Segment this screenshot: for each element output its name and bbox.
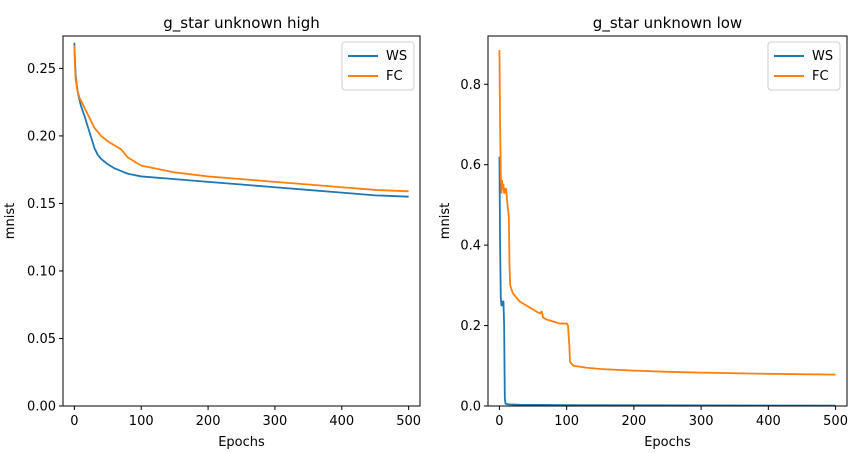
y-tick-label: 0.05 xyxy=(27,332,56,347)
series-lines xyxy=(73,42,409,198)
plot-frame xyxy=(487,35,848,407)
y-tick-label: 0.10 xyxy=(27,264,56,279)
chart-title: g_star unknown high xyxy=(163,14,319,33)
y-tick-label: 0.8 xyxy=(460,78,481,93)
y-tick-label: 0.2 xyxy=(460,319,481,334)
legend-label-fc: FC xyxy=(386,69,403,84)
plot-background xyxy=(63,36,420,406)
x-tick-label: 0 xyxy=(495,414,503,429)
chart-low: g_star unknown low 0 100 200 300 400 500 0.00… xyxy=(438,14,848,450)
legend: WS FC xyxy=(767,41,841,91)
x-axis-label: Epochs xyxy=(218,435,265,450)
series-line-fc xyxy=(498,50,836,376)
series-lines xyxy=(498,50,836,407)
x-tick-label: 300 xyxy=(689,414,714,429)
x-tick-label: 400 xyxy=(329,414,354,429)
plot-area xyxy=(487,35,848,407)
plot-area xyxy=(62,35,421,407)
x-tick-label: 500 xyxy=(823,414,848,429)
y-axis-label: mnist xyxy=(438,203,453,239)
legend-label-fc: FC xyxy=(812,69,829,84)
legend-box xyxy=(341,41,415,91)
legend-label-ws: WS xyxy=(386,49,407,64)
plot-frame xyxy=(62,35,421,407)
x-tick-label: 200 xyxy=(621,414,646,429)
legend-box xyxy=(767,41,841,91)
x-tick-label: 400 xyxy=(756,414,781,429)
chart-high: g_star unknown high 0 100 200 300 400 500 0.0… xyxy=(3,14,421,450)
x-tick-label: 100 xyxy=(554,414,579,429)
series-line-ws xyxy=(498,156,836,407)
series-line-fc xyxy=(73,45,409,193)
y-axis-label: mnist xyxy=(3,203,18,239)
legend: WS FC xyxy=(341,41,415,91)
y-tick-label: 0.20 xyxy=(27,129,56,144)
y-axis-ticks: 0.0 0.2 0.4 0.6 0.8 xyxy=(460,78,488,415)
legend-label-ws: WS xyxy=(812,49,833,64)
plot-background xyxy=(488,36,847,406)
x-tick-label: 500 xyxy=(396,414,421,429)
x-tick-label: 0 xyxy=(70,414,78,429)
x-tick-label: 300 xyxy=(263,414,288,429)
y-tick-label: 0.00 xyxy=(27,400,56,415)
x-axis-ticks: 0 100 200 300 400 500 xyxy=(495,406,848,429)
x-tick-label: 100 xyxy=(129,414,154,429)
x-axis-ticks: 0 100 200 300 400 500 xyxy=(70,406,421,429)
x-axis-label: Epochs xyxy=(644,435,691,450)
y-tick-label: 0.4 xyxy=(460,239,481,254)
y-tick-label: 0.15 xyxy=(27,197,56,212)
y-tick-label: 0.25 xyxy=(27,62,56,77)
y-axis-ticks: 0.00 0.05 0.10 0.15 0.20 0.25 xyxy=(27,62,63,415)
x-tick-label: 200 xyxy=(196,414,221,429)
chart-title: g_star unknown low xyxy=(593,14,742,33)
y-tick-label: 0.6 xyxy=(460,158,481,173)
y-tick-label: 0.0 xyxy=(460,400,481,415)
